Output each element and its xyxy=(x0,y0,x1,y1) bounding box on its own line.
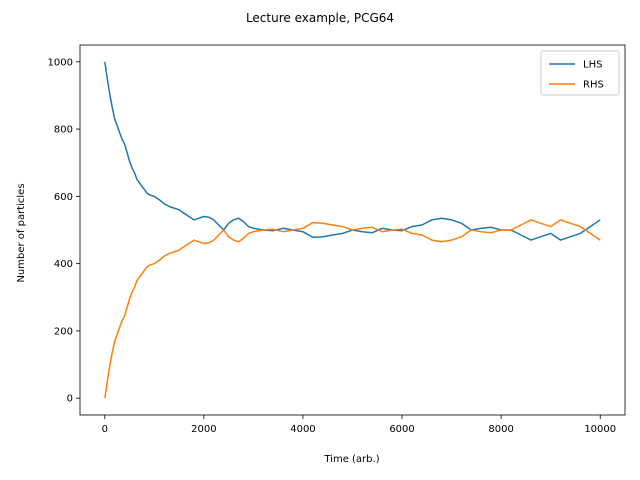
legend-label-rhs: RHS xyxy=(583,80,604,91)
x-tick-label: 6000 xyxy=(389,424,414,435)
legend: LHS RHS xyxy=(540,50,620,96)
y-axis-ticks: 0 200 400 600 800 1000 xyxy=(48,57,80,405)
x-tick-label: 2000 xyxy=(191,424,216,435)
x-tick-label: 4000 xyxy=(290,424,315,435)
x-axis-ticks: 0 2000 4000 6000 8000 10000 xyxy=(102,415,616,435)
legend-label-lhs: LHS xyxy=(583,60,602,71)
series-line-lhs xyxy=(104,61,601,241)
x-tick-label: 10000 xyxy=(584,424,616,435)
x-tick-label: 0 xyxy=(102,424,108,435)
axes-frame xyxy=(79,44,626,416)
y-tick-label: 200 xyxy=(54,326,73,337)
series-line-rhs xyxy=(104,219,601,399)
y-tick-label: 1000 xyxy=(48,57,73,68)
x-axis-label: Time (arb.) xyxy=(323,454,379,465)
y-tick-label: 400 xyxy=(54,259,73,270)
series-lines xyxy=(104,61,601,399)
x-tick-label: 8000 xyxy=(488,424,513,435)
legend-box xyxy=(540,50,620,96)
y-tick-label: 800 xyxy=(54,125,73,136)
y-tick-label: 0 xyxy=(67,394,73,405)
y-axis-label: Number of particles xyxy=(16,183,27,282)
y-tick-label: 600 xyxy=(54,192,73,203)
chart-title: Lecture example, PCG64 xyxy=(246,11,394,25)
